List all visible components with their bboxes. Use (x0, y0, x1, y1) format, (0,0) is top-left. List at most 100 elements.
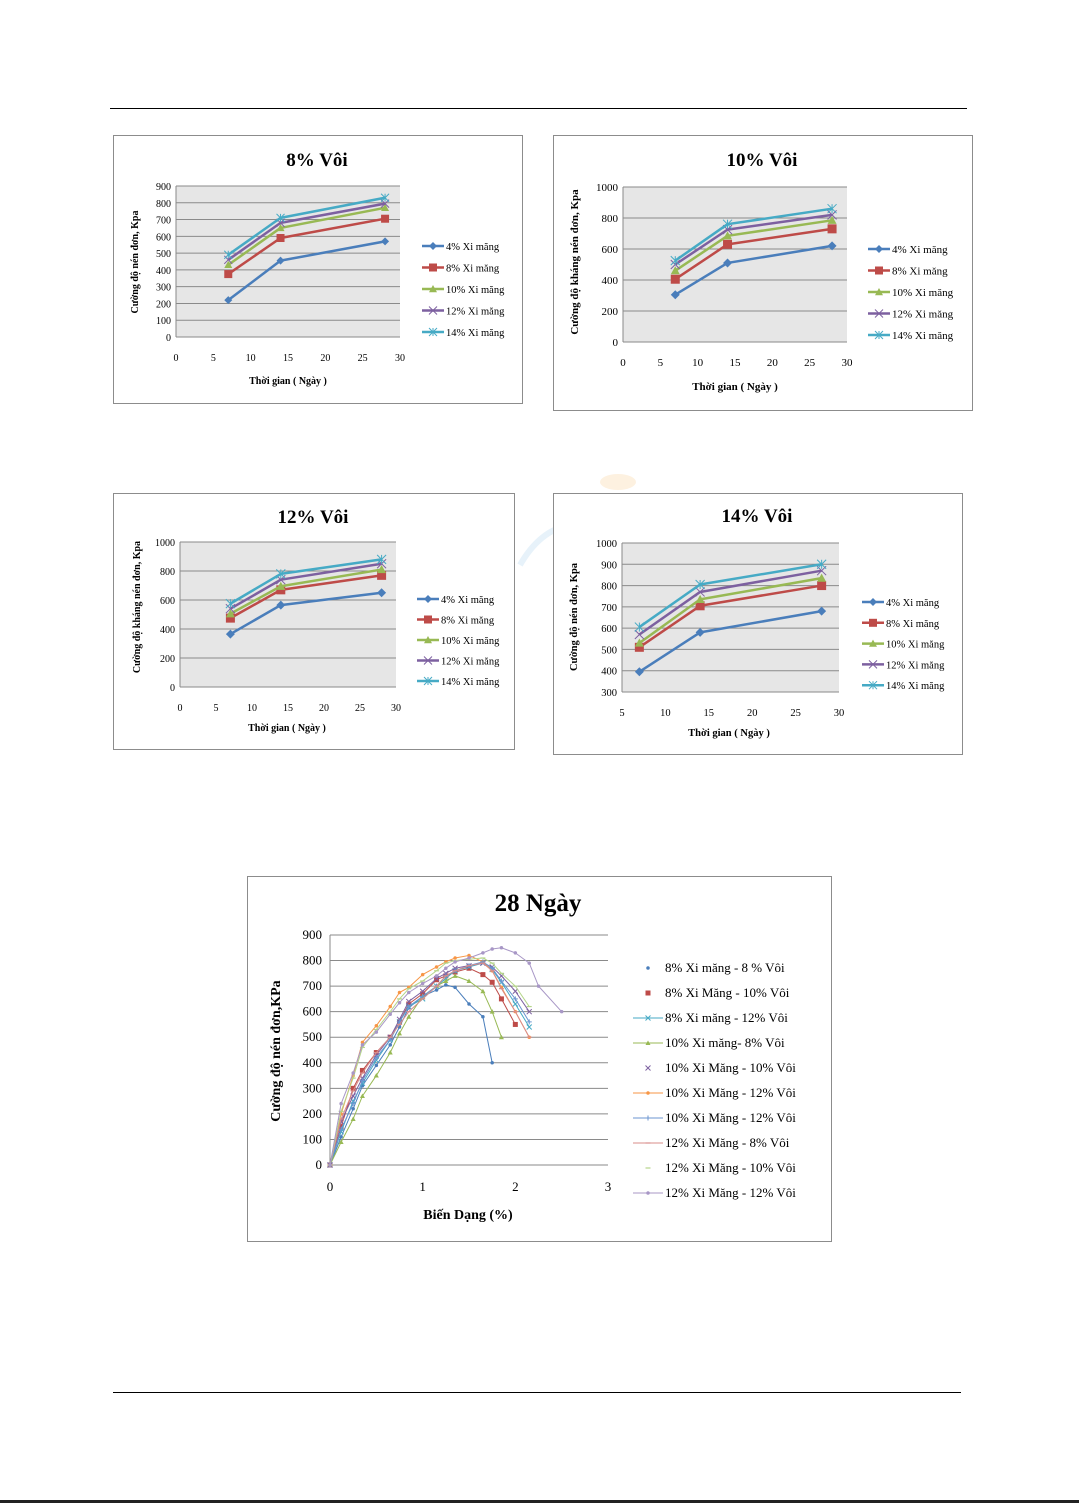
series-8 (327, 962, 532, 1166)
legend-label: 10% Xi Măng - 12% Vôi (665, 1110, 796, 1125)
marker-diamond (827, 241, 837, 251)
marker-square (723, 239, 733, 249)
marker-dot (467, 956, 471, 960)
y-axis-title: Cường độ nén đơn,KPa (269, 980, 284, 1121)
legend-item: 12% Xi măng (417, 656, 500, 668)
series-line (329, 957, 530, 1166)
marker-triangle (387, 1050, 393, 1055)
x-tick-label: 5 (211, 353, 216, 364)
marker-star (423, 676, 433, 686)
plot-area (180, 542, 396, 687)
legend-label: 4% Xi măng (886, 598, 940, 609)
y-tick-label: 600 (602, 244, 619, 256)
marker-triangle (276, 223, 285, 232)
chart-12-voi-plot: 12% Vôi 0 200 400 600 800 1000 0 5 10 15 20 25 30 Thời… (132, 507, 500, 734)
marker-star (874, 330, 884, 340)
y-tick-label: 900 (601, 560, 617, 571)
x-tick-label: 3 (605, 1179, 612, 1194)
marker-dot (434, 974, 439, 978)
legend-item: 8% Xi măng (417, 615, 495, 627)
legend-label: 10% Xi măng (441, 636, 500, 647)
series-5 (223, 193, 390, 260)
chart-title: 10% Vôi (727, 150, 798, 171)
y-tick-label: 600 (160, 596, 175, 607)
marker-square (634, 642, 644, 652)
marker-dot (420, 972, 425, 977)
marker-square (224, 270, 233, 279)
x-tick-label: 20 (320, 353, 330, 364)
marker-x (695, 587, 705, 597)
marker-diamond (869, 598, 877, 606)
marker-plus (498, 978, 504, 984)
x-tick-label: 30 (842, 357, 854, 369)
y-tick-label: 200 (602, 306, 619, 318)
marker-dot (434, 988, 439, 992)
y-tick-label: 600 (156, 232, 171, 243)
marker-triangle (373, 1073, 379, 1078)
marker-triangle (817, 573, 827, 582)
chart-28-ngay-plot: 28 Ngày 0 100 200 300 400 500 600 700 800 900 0 1 2 3 B… (269, 890, 796, 1223)
legend-label: 10% Xi Măng - 12% Vôi (665, 1085, 796, 1100)
marker-diamond (670, 290, 680, 300)
marker-x (405, 998, 412, 1005)
legend-label: 8% Xi măng (892, 266, 948, 278)
y-tick-label: 600 (303, 1004, 323, 1019)
legend-item: 12% Xi măng (862, 660, 945, 671)
marker-square (420, 991, 426, 997)
marker-triangle (466, 978, 472, 983)
marker-dot (481, 951, 485, 955)
series-3 (670, 215, 837, 275)
x-axis-title: Thời gian ( Ngày ) (688, 728, 770, 739)
marker-dot (360, 1043, 365, 1047)
marker-x (645, 1065, 651, 1071)
legend-item: 8% Xi măng - 12% Vôi (633, 1010, 788, 1025)
y-tick-label: 900 (156, 182, 171, 193)
marker-dot (481, 1015, 485, 1019)
marker-square (424, 615, 432, 624)
legend-label: 4% Xi măng (892, 244, 948, 256)
y-tick-label: 800 (601, 582, 617, 593)
legend-item: 10% Xi măng- 8% Vôi (633, 1035, 785, 1050)
marker-triangle (424, 636, 432, 644)
marker-diamond (429, 242, 437, 250)
x-tick-label: 25 (804, 357, 816, 369)
legend-label: 8% Xi Măng - 10% Vôi (665, 985, 790, 1000)
marker-triangle (489, 1009, 495, 1014)
marker-triangle (338, 1139, 344, 1144)
marker-dot (490, 947, 494, 951)
marker-x (526, 1024, 533, 1030)
legend-label: 12% Xi Măng - 12% Vôi (665, 1185, 796, 1200)
marker-x (373, 1052, 380, 1058)
marker-plus (420, 993, 426, 999)
legend-label: 10% Xi măng- 8% Vôi (665, 1035, 785, 1050)
marker-x (645, 1015, 651, 1021)
series-5 (670, 203, 837, 266)
legend-item: 4% Xi măng (422, 242, 500, 253)
y-tick-label: 200 (156, 299, 171, 310)
legend-item: 4% Xi măng (862, 598, 940, 609)
legend-item: 10% Xi măng (417, 636, 500, 647)
y-tick-label: 0 (316, 1157, 323, 1172)
marker-star (225, 598, 236, 609)
legend-item: 8% Xi măng (868, 266, 948, 278)
x-tick-label: 25 (790, 708, 801, 719)
marker-star (695, 579, 705, 590)
marker-square (869, 618, 877, 627)
legend-item: 8% Xi măng (862, 618, 940, 630)
series-1 (670, 241, 837, 300)
marker-dot (407, 990, 411, 995)
marker-plus (338, 1126, 344, 1132)
marker-plus (350, 1101, 356, 1107)
series-7 (327, 959, 532, 1168)
x-tick-label: 0 (620, 357, 626, 369)
marker-dot (388, 1043, 392, 1047)
legend-item: 12% Xi măng (868, 309, 954, 321)
marker-x (396, 1016, 403, 1023)
legend-item: 12% Xi Măng - 12% Vôi (633, 1185, 796, 1200)
legend-label: 14% Xi măng (446, 328, 505, 339)
legend-label: 8% Xi măng (886, 619, 940, 630)
x-tick-label: 5 (619, 708, 624, 719)
marker-x (874, 309, 884, 318)
marker-square (827, 224, 837, 234)
y-axis-title: Cường độ nén đơn, Kpa (130, 211, 141, 314)
